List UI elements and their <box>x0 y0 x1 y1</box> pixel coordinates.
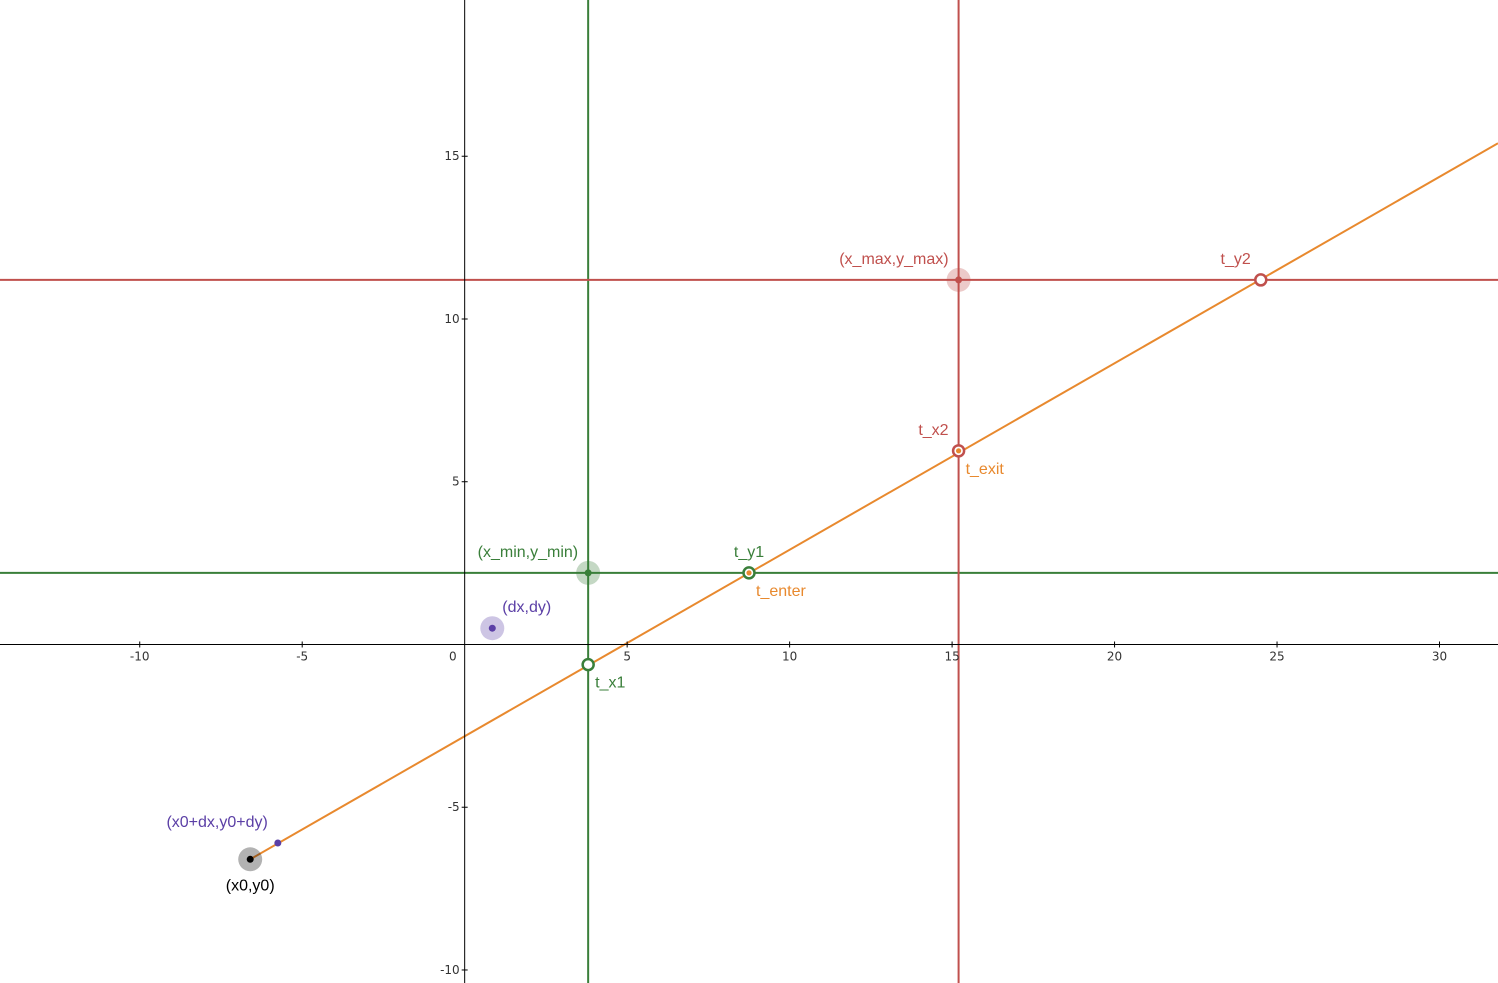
x-tick-label: 30 <box>1432 649 1447 663</box>
x-tick-label: -10 <box>130 649 150 663</box>
point-label-tx2: t_x2 <box>918 422 948 439</box>
x-tick-label: 20 <box>1107 649 1122 663</box>
point-dot <box>955 276 963 284</box>
point-label-xmin: (x_min,y_min) <box>478 544 578 561</box>
x-tick-label: 5 <box>623 649 631 663</box>
marker-dot <box>746 570 752 576</box>
marker-texit[interactable] <box>955 448 962 454</box>
point-label-ty2: t_y2 <box>1221 251 1251 268</box>
marker-label-tenter: t_enter <box>756 583 806 600</box>
point-xmax[interactable] <box>946 267 971 292</box>
point-dot <box>584 569 592 577</box>
y-tick-label: -10 <box>440 963 460 977</box>
x-tick-label: 15 <box>944 649 959 663</box>
point-label-x0y0: (x0,y0) <box>226 877 275 894</box>
point-dxdy[interactable] <box>480 616 505 641</box>
marker-dot <box>955 448 962 454</box>
point-label-x0dx: (x0+dx,y0+dy) <box>166 814 267 831</box>
point-label-xmax: (x_max,y_max) <box>839 251 948 268</box>
point-dot <box>274 839 282 847</box>
point-ty2[interactable] <box>1254 273 1268 287</box>
x-tick-label: 10 <box>782 649 797 663</box>
point-ring <box>581 657 595 672</box>
y-tick-label: 5 <box>452 475 460 489</box>
point-layer <box>238 267 1268 872</box>
x-tick-label: -5 <box>296 649 308 663</box>
point-label-ty1: t_y1 <box>734 544 764 561</box>
point-dot <box>246 855 254 863</box>
x-tick-label: 25 <box>1269 649 1284 663</box>
point-tx1[interactable] <box>581 657 595 672</box>
marker-tenter[interactable] <box>746 570 752 576</box>
origin-label: 0 <box>449 649 457 663</box>
point-ring <box>1254 273 1268 287</box>
parametric-segment <box>249 142 1498 861</box>
point-dot <box>488 624 496 632</box>
y-tick-label: -5 <box>448 800 460 814</box>
point-label-tx1: t_x1 <box>595 675 625 692</box>
y-tick-label: 10 <box>444 312 459 326</box>
point-x0dx[interactable] <box>274 839 282 847</box>
point-xmin[interactable] <box>576 560 601 585</box>
point-x0y0[interactable] <box>238 847 263 872</box>
marker-label-texit: t_exit <box>966 461 1005 478</box>
point-label-dxdy: (dx,dy) <box>502 599 551 616</box>
label-layer: (x0,y0) (x0+dx,y0+dy) (dx,dy) (x_min,y_min)… <box>166 251 1250 894</box>
y-tick-label: 15 <box>444 149 459 163</box>
